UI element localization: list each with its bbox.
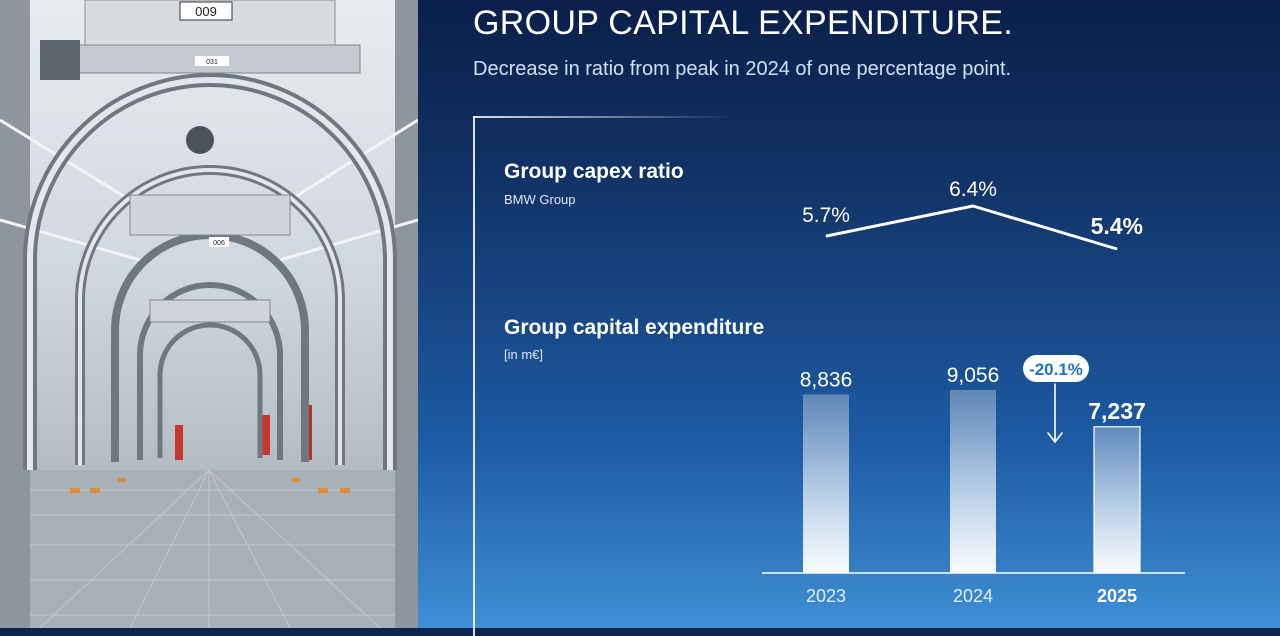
ratio-section-title: Group capex ratio <box>504 160 684 183</box>
change-badge-text: -20.1% <box>1029 360 1083 379</box>
photo-label-small: 031 <box>206 59 218 66</box>
capex-bar-2023 <box>803 394 849 573</box>
page-subtitle: Decrease in ratio from peak in 2024 of o… <box>473 58 1012 80</box>
capex-bar-label-2025: 7,237 <box>1088 398 1146 424</box>
capex-category-2023: 2023 <box>806 586 846 606</box>
factory-illustration: 009 031 006 <box>0 0 418 628</box>
photo-label-mid: 006 <box>213 240 225 247</box>
capex-ratio-line <box>825 204 1118 251</box>
ratio-section-subtitle: BMW Group <box>504 192 576 207</box>
capex-ratio-label-2025: 5.4% <box>1091 213 1143 239</box>
capex-ratio-point-2025 <box>1116 248 1118 250</box>
capex-ratio-label-2024: 6.4% <box>949 178 997 201</box>
capex-bar-label-2023: 8,836 <box>800 368 853 391</box>
capex-section-title: Group capital expenditure <box>504 316 765 339</box>
capex-bar-2025 <box>1093 426 1141 574</box>
capex-bar-2024 <box>950 390 996 573</box>
capex-ratio-label-2023: 5.7% <box>802 204 850 227</box>
chart-panel-top-border <box>473 116 733 118</box>
capex-category-2024: 2024 <box>953 586 993 606</box>
page-title: GROUP CAPITAL EXPENDITURE. <box>473 4 1013 42</box>
capex-ratio-point-2024 <box>972 205 974 207</box>
capex-bar-label-2024: 9,056 <box>947 364 1000 387</box>
change-badge <box>1023 355 1089 382</box>
capex-ratio-point-2023 <box>825 235 827 237</box>
capex-category-2025: 2025 <box>1097 586 1137 606</box>
photo-label-top: 009 <box>195 4 217 19</box>
decrease-arrow-icon <box>1047 383 1063 444</box>
chart-panel-frame <box>473 116 1280 636</box>
capex-section-subtitle: [in m€] <box>504 347 544 362</box>
factory-photo: 009 031 006 <box>0 0 418 628</box>
